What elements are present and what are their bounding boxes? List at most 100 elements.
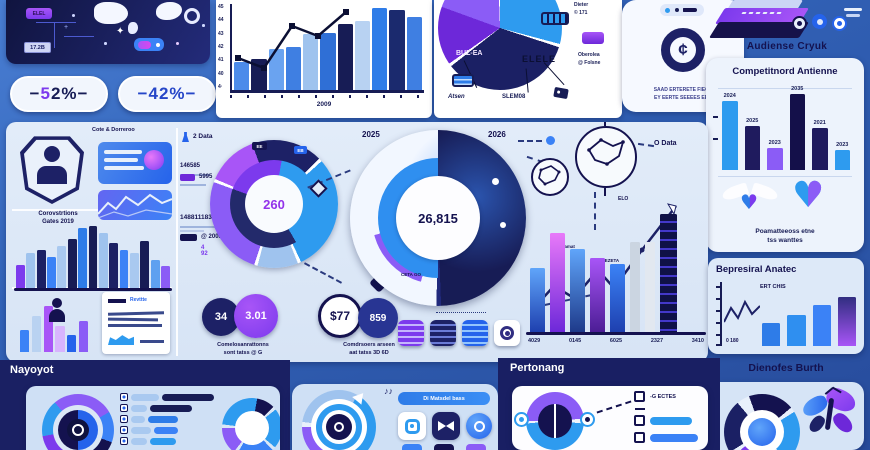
competitors-card: Competitnord Antienne 2024 2025 2023 2035 20… <box>706 58 864 252</box>
node-dot <box>546 136 555 145</box>
checkbox[interactable] <box>120 437 128 445</box>
heart-icon: ♥ <box>792 175 825 216</box>
bar <box>36 249 46 288</box>
perf-checklist: -G ECTES <box>634 391 698 443</box>
stat-circle: 3.01 <box>234 294 278 338</box>
checkbox[interactable] <box>120 415 128 423</box>
tick-label: 43 <box>218 30 224 37</box>
tick-label: 2327 <box>650 338 664 344</box>
bar <box>530 268 545 332</box>
bar <box>67 335 77 352</box>
gauge-right-button[interactable] <box>580 412 595 427</box>
badge: ELEL <box>26 8 52 19</box>
year-label-right: 2026 <box>488 130 506 139</box>
bar <box>285 46 302 90</box>
growth-chart-panel: 45 44 43 42 41 40 4· 2009 <box>216 0 432 118</box>
checkbox[interactable] <box>634 415 645 426</box>
nav-title: Nayoyot <box>10 364 54 376</box>
gauge-left-button[interactable] <box>514 412 529 427</box>
ring-app-icon[interactable] <box>466 413 492 439</box>
bar-group: 2021 <box>812 86 828 170</box>
line-label: TEZETA <box>602 258 620 263</box>
legend-pill <box>541 12 569 25</box>
chart-label: ERT CHIS <box>760 284 786 290</box>
share-pie-panel: BUZ-EA ELELE Dieter © 171 Oberolea @ Folsn… <box>434 0 622 118</box>
card-notch <box>660 4 704 16</box>
sparkle-icon: ✦ <box>116 26 125 37</box>
line-label: Tamat <box>562 244 575 249</box>
bar-segment <box>150 404 192 412</box>
discovery-panel <box>708 382 864 450</box>
disc-mini-icon[interactable] <box>812 14 827 29</box>
bar-segment <box>150 437 176 445</box>
checklist-row <box>120 393 214 401</box>
competitors-caption: Poamatteeoss etne tss wanttes <box>755 227 815 245</box>
bar-segment <box>131 393 159 401</box>
zigzag-line <box>724 299 760 323</box>
bar <box>55 325 65 352</box>
tick-label: 3410 <box>691 338 704 344</box>
bar-segment <box>131 426 151 434</box>
bar <box>550 232 565 332</box>
bar <box>372 8 388 90</box>
callout-label: Atsen <box>448 94 465 100</box>
device-icon <box>134 38 164 51</box>
striped-tile <box>462 320 488 346</box>
nav-panel <box>26 386 280 450</box>
ring-mini-icon[interactable] <box>832 16 847 31</box>
callout-pill <box>452 74 474 87</box>
striped-tile <box>398 320 424 346</box>
discovery-title: Dienofes Burth <box>748 362 824 374</box>
section-caption: Cote & Dorreroo <box>92 127 135 133</box>
bar-segment <box>131 437 147 445</box>
action-pill-button[interactable]: Di Matsdel bass <box>398 392 490 405</box>
checkbox[interactable] <box>120 393 128 401</box>
tick-label: 41 <box>218 57 224 64</box>
bar <box>268 49 284 90</box>
data-label: O Data <box>654 140 677 147</box>
bar-segment <box>154 426 178 434</box>
shield-icon <box>20 136 84 204</box>
bar <box>762 323 781 346</box>
bowtie-app-icon[interactable] <box>432 412 460 440</box>
bar <box>98 232 108 288</box>
target-mini-icon[interactable] <box>792 16 807 31</box>
bar-group: 2023 <box>834 86 850 170</box>
bar <box>57 245 67 288</box>
bar <box>812 128 828 170</box>
performance-bars <box>530 214 702 332</box>
cursor-icon <box>553 86 569 100</box>
music-note-icon: ♪♪ <box>384 386 393 396</box>
report-tile <box>98 142 172 184</box>
bar <box>837 296 856 346</box>
legend-caption: Dieter © 171 <box>574 2 589 16</box>
competitors-title: Competitnord Antienne <box>732 66 838 77</box>
bar <box>16 264 25 288</box>
bar <box>744 126 760 170</box>
camera-app-icon[interactable] <box>398 412 426 440</box>
ring-gauge <box>42 394 114 450</box>
bar <box>787 314 806 346</box>
stat-circle: 859 <box>358 298 398 338</box>
bar <box>354 21 371 90</box>
value-pill <box>650 433 698 442</box>
value-chip: 17.2B <box>24 42 51 53</box>
checkbox[interactable] <box>120 426 128 434</box>
bar-group: 2024 <box>722 86 738 170</box>
bar-segment <box>148 415 178 423</box>
bar <box>109 243 119 288</box>
behavioral-title: Bepresiral Anatec <box>716 264 797 275</box>
checkbox[interactable] <box>634 432 645 443</box>
trend-line <box>235 9 349 71</box>
checkbox[interactable] <box>634 391 645 402</box>
tick-label: 40 <box>218 70 224 77</box>
checklist <box>120 393 214 448</box>
chart-label: 0 180 <box>726 338 739 344</box>
forecast-donut: 26,815 CETA GO <box>350 130 526 306</box>
trend-tile <box>98 190 172 220</box>
winged-heart-icon: ♥ <box>740 190 758 214</box>
report-card: Revttte <box>102 292 170 354</box>
checkbox[interactable] <box>120 404 128 412</box>
bar <box>767 148 783 170</box>
callout-label: SLEM08 <box>502 94 526 100</box>
